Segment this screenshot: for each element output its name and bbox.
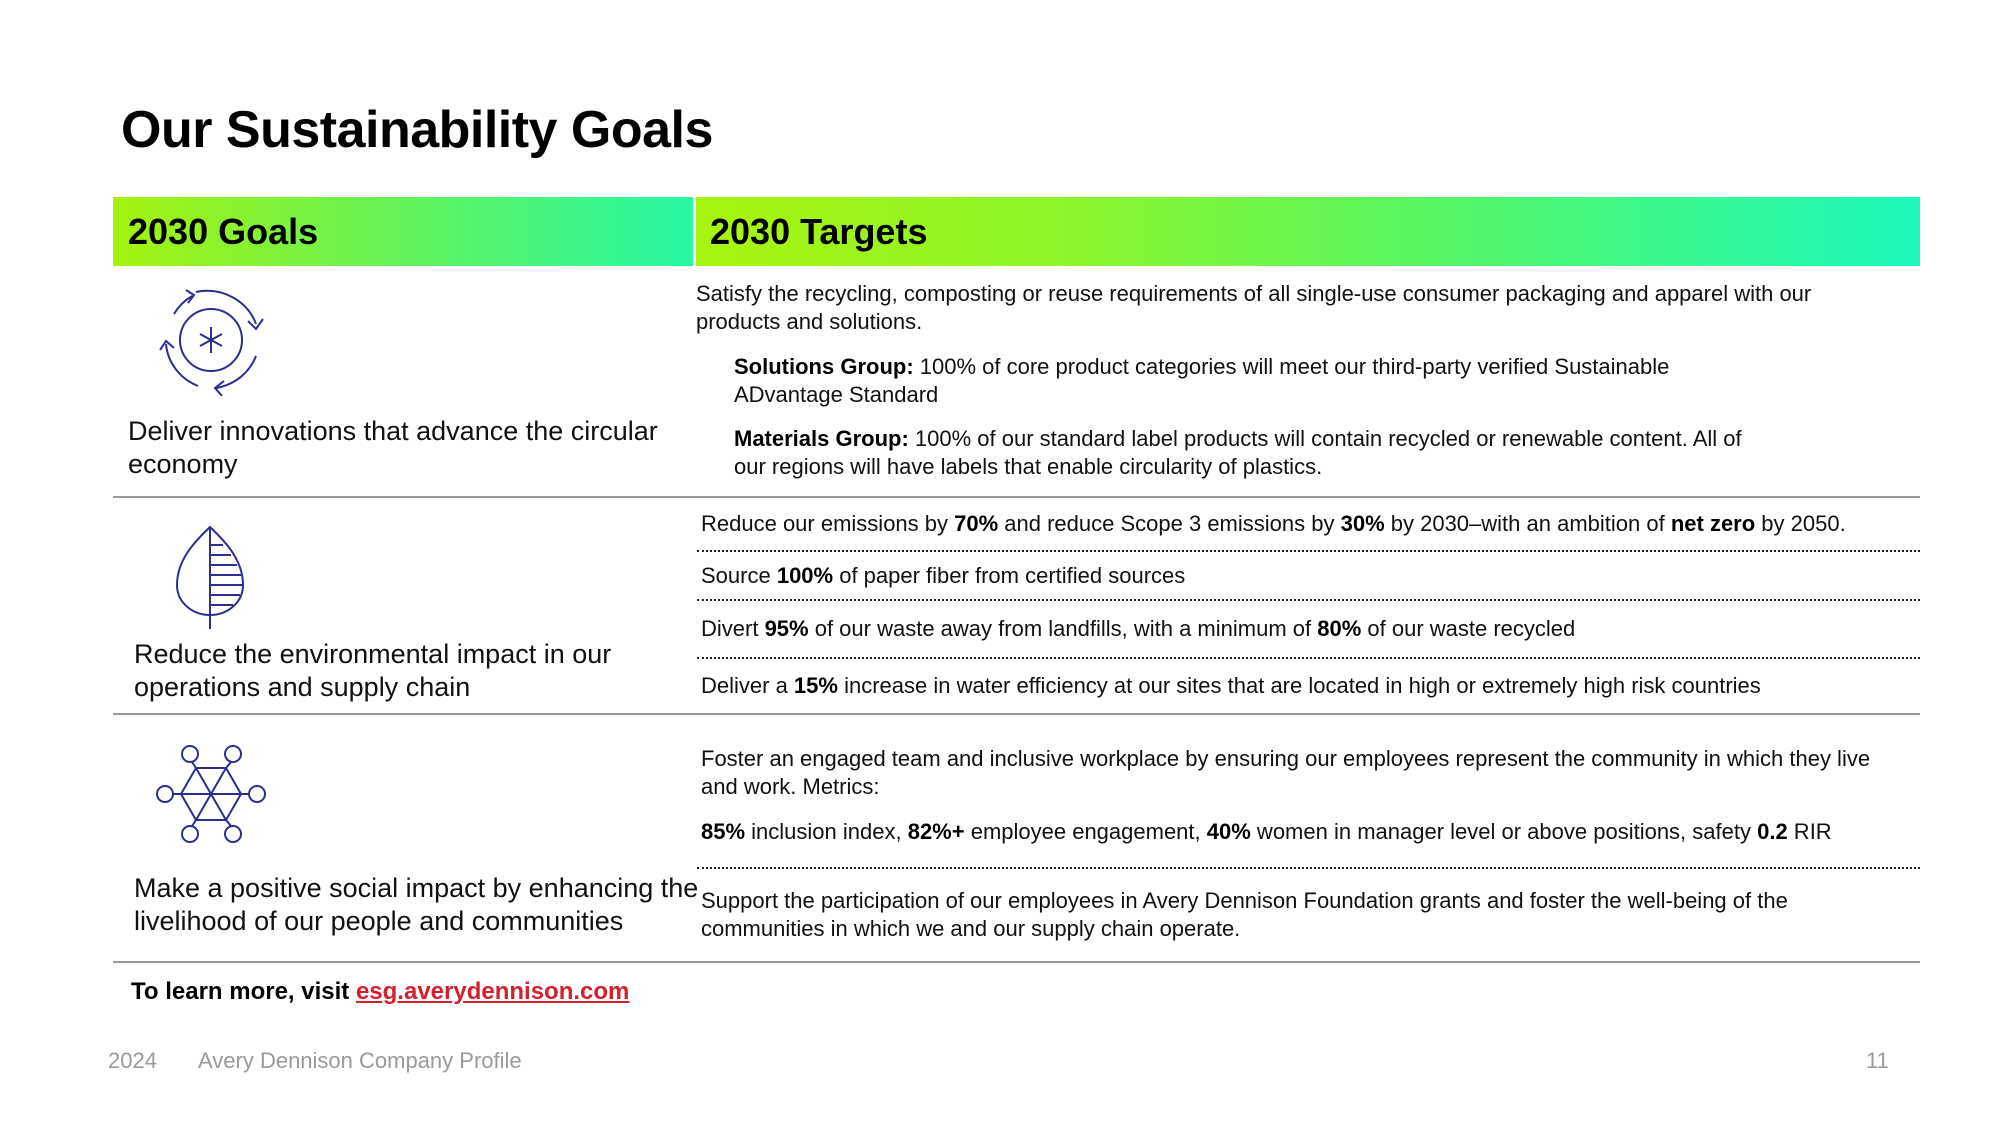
page-title: Our Sustainability Goals	[121, 101, 713, 159]
footer-title: Avery Dennison Company Profile	[198, 1048, 522, 1073]
target-waste: Divert 95% of our waste away from landfi…	[701, 616, 1576, 641]
target-emissions: Reduce our emissions by 70% and reduce S…	[701, 511, 1846, 536]
learn-more: To learn more, visit esg.averydennison.c…	[131, 978, 630, 1005]
row-divider	[113, 713, 1920, 715]
esg-link[interactable]: esg.averydennison.com	[355, 978, 630, 1005]
people-network-icon	[155, 744, 267, 844]
circular-arrows-icon	[152, 284, 270, 396]
target-materials-group: Materials Group: 100% of our standard la…	[734, 426, 1742, 479]
target-divider	[697, 657, 1920, 659]
goal-environmental-impact: Reduce the environmental impact in our o…	[134, 639, 612, 702]
goal-social-impact: Make a positive social impact by enhanci…	[134, 873, 699, 936]
leaf-icon	[173, 523, 247, 629]
target-divider	[697, 550, 1920, 552]
row-divider	[113, 961, 1920, 963]
page-number: 11	[1866, 1048, 1889, 1073]
footer-year: 2024	[108, 1048, 157, 1073]
target-packaging-intro: Satisfy the recycling, composting or reu…	[696, 281, 1812, 334]
target-paper-fiber: Source 100% of paper fiber from certifie…	[701, 563, 1186, 588]
goals-column-header: 2030 Goals	[113, 197, 693, 266]
target-divider	[697, 599, 1920, 601]
goal-circular-economy: Deliver innovations that advance the cir…	[128, 416, 658, 479]
row-divider	[113, 496, 1920, 498]
target-solutions-group: Solutions Group: 100% of core product ca…	[734, 354, 1670, 407]
target-metrics: 85% inclusion index, 82%+ employee engag…	[701, 819, 1832, 844]
targets-column-header: 2030 Targets	[696, 197, 1920, 266]
target-foundation-grants: Support the participation of our employe…	[701, 888, 1788, 941]
target-inclusive-workplace: Foster an engaged team and inclusive wor…	[701, 746, 1871, 799]
target-divider	[697, 867, 1920, 869]
target-water-efficiency: Deliver a 15% increase in water efficien…	[701, 673, 1761, 698]
